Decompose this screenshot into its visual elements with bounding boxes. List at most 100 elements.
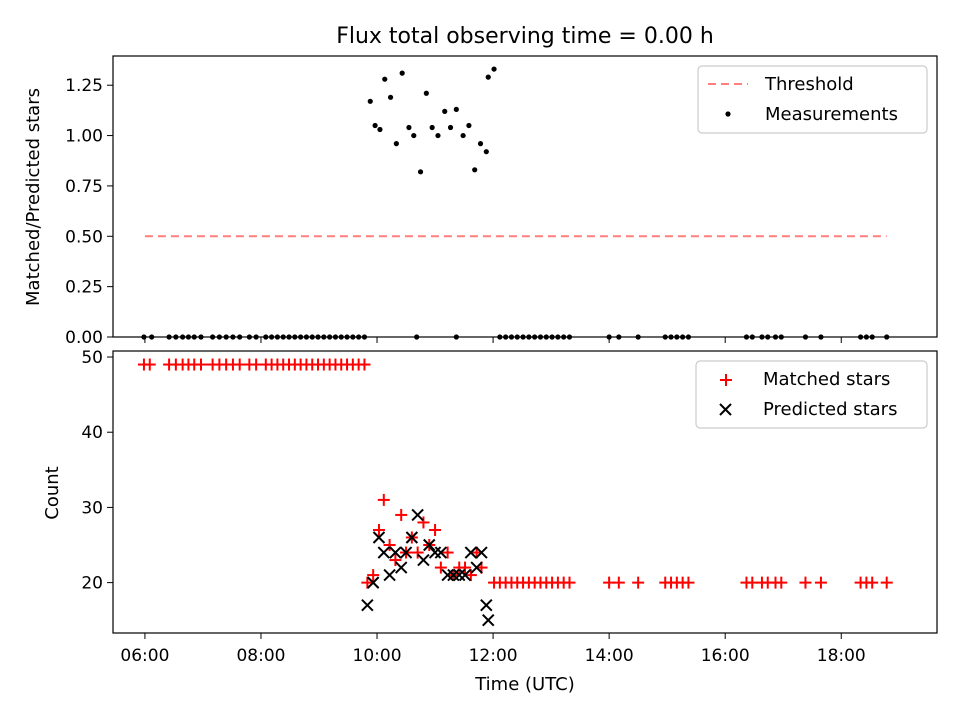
predicted-x-b: [417, 553, 430, 567]
predicted-x-b: [361, 598, 374, 612]
measurement-point: [453, 106, 459, 112]
legend-predicted-swatch: [719, 403, 732, 416]
predicted-stars-point: [470, 561, 483, 574]
legend-matched-swatch: [720, 374, 732, 386]
measurement-point: [447, 124, 454, 131]
top-plot-marks: [141, 66, 890, 340]
bottom-y-axis-label: Count: [42, 466, 63, 519]
matched-stars-point: [880, 576, 893, 589]
bottom-legend: Matched stars Predicted stars: [695, 360, 928, 429]
predicted-stars-point: [366, 576, 380, 589]
predicted-x-b: [405, 531, 419, 544]
measurement-point: [406, 124, 412, 131]
legend-threshold-label: Threshold: [764, 74, 854, 95]
matched-stars-point: [866, 576, 879, 589]
top-y-ticks: 0.00 0.25 0.50 0.75 1.00 1.25: [65, 76, 113, 348]
matched-stars-point: [464, 569, 477, 582]
x-tick-label: 06:00: [120, 646, 169, 666]
predicted-x-b: [411, 508, 424, 522]
x-tick-label: 12:00: [469, 646, 518, 666]
predicted-x-b: [453, 568, 466, 582]
x-tick-label: 16:00: [701, 646, 750, 666]
matched-stars-point: [682, 576, 695, 589]
matched-stars-point: [361, 576, 374, 589]
predicted-stars-point: [372, 531, 386, 544]
measurement-point: [387, 94, 394, 100]
predicted-x-b: [372, 531, 386, 544]
top-subplot: 0.00 0.25 0.50 0.75 1.00 1.25 Matched/Predict…: [23, 55, 938, 348]
predicted-stars-point: [361, 598, 374, 612]
matched-stars-point: [563, 576, 576, 589]
top-y-axis-label: Matched/Predicted stars: [23, 88, 44, 306]
x-axis-label: Time (UTC): [474, 674, 575, 695]
predicted-stars-point: [423, 538, 436, 552]
bottom-plot-marks: [137, 358, 893, 627]
predicted-stars-point: [428, 546, 442, 559]
matched-stars-point: [799, 576, 812, 589]
predicted-stars-point: [447, 568, 460, 582]
predicted-stars-point: [389, 546, 402, 559]
x-tick-label: 08:00: [236, 646, 285, 666]
top-y-tick-label: 0.25: [65, 278, 103, 298]
predicted-stars-point: [383, 568, 396, 582]
measurement-point: [442, 108, 448, 114]
predicted-x-b: [399, 546, 413, 559]
measurement-point: [417, 169, 424, 175]
predicted-x-b: [383, 568, 396, 582]
measurement-point: [372, 122, 378, 129]
predicted-stars-point: [482, 614, 495, 627]
matched-stars-point: [358, 358, 371, 371]
measurement-point: [393, 141, 399, 147]
predicted-stars-point: [441, 568, 454, 582]
measurement-point: [485, 74, 491, 80]
measurement-point: [382, 76, 388, 82]
predicted-stars-point: [458, 568, 472, 582]
matched-stars-point: [411, 546, 424, 559]
predicted-stars-point: [475, 546, 488, 559]
bottom-plot-frame: [112, 350, 938, 634]
predicted-x-b: [464, 546, 478, 559]
predicted-x-b: [441, 568, 454, 582]
matched-stars-point: [372, 523, 385, 536]
x-tick-label: 18:00: [817, 646, 866, 666]
predicted-x-b: [480, 598, 493, 612]
bottom-subplot: 20 30 40 50 06:00 08:00 10:00 12:00 14:00 16:00 1…: [42, 348, 938, 695]
top-y-tick-label: 1.00: [65, 127, 103, 147]
matched-stars-point: [429, 523, 442, 536]
matched-stars-point: [389, 554, 402, 567]
predicted-x-b: [470, 561, 483, 574]
predicted-stars-point: [399, 546, 413, 559]
top-legend: Threshold Measurements: [697, 65, 928, 134]
matched-stars-point: [367, 569, 380, 582]
chart-title: Flux total observing time = 0.00 h: [336, 24, 714, 49]
matched-stars-point: [441, 546, 454, 559]
predicted-x-b: [428, 546, 442, 559]
matched-stars-point: [417, 516, 430, 529]
measurement-point: [435, 132, 441, 139]
bottom-y-tick-label: 30: [81, 498, 103, 518]
matched-stars-point: [632, 576, 645, 589]
legend-measurements-swatch: [725, 111, 731, 117]
matched-stars-point: [143, 358, 156, 371]
matched-stars-point: [434, 561, 447, 574]
measurement-point: [377, 126, 383, 133]
predicted-x-b: [458, 568, 472, 582]
bottom-y-tick-label: 20: [81, 574, 103, 594]
predicted-stars-point: [434, 546, 448, 559]
predicted-x-b: [423, 538, 436, 552]
predicted-stars-point: [411, 508, 424, 522]
matched-stars-point: [195, 358, 208, 371]
top-y-tick-label: 0.75: [65, 177, 103, 197]
predicted-stars-point: [480, 598, 493, 612]
predicted-stars-point: [417, 553, 430, 567]
measurement-point: [429, 124, 435, 131]
top-plot-frame: [112, 55, 938, 338]
matched-stars-point: [377, 493, 390, 506]
matched-stars-point: [459, 561, 472, 574]
bottom-y-tick-label: 50: [81, 348, 103, 368]
predicted-x-b: [434, 546, 448, 559]
top-y-tick-label: 1.25: [65, 76, 103, 96]
measurement-point: [483, 149, 489, 155]
matched-stars-point: [814, 576, 827, 589]
